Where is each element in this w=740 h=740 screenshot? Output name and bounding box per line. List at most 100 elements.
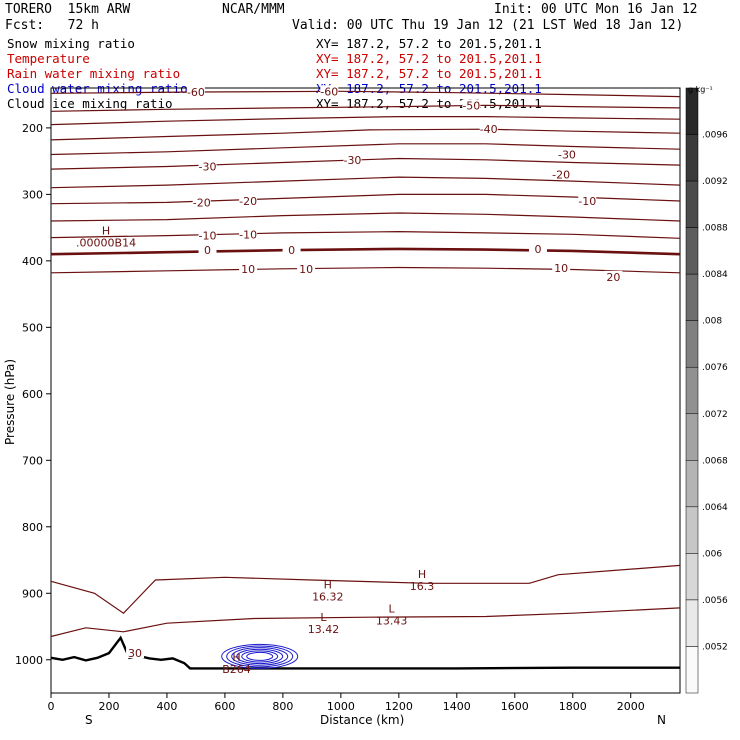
contour-label-bg-10 <box>198 229 217 241</box>
isotherm-3 <box>50 128 681 141</box>
contour-label-bg-18 <box>552 262 571 274</box>
hl-value-2: 16.3 <box>410 580 435 593</box>
isotherm-6 <box>50 176 681 189</box>
contour-label-4: -30 <box>199 160 217 173</box>
contour-label-14: 0 <box>288 244 295 257</box>
hl-value-4: 13.43 <box>376 615 408 628</box>
colorbar-swatch-4 <box>685 273 699 321</box>
contour-label-bg-14 <box>282 244 301 256</box>
cloud-water-ring-1 <box>226 645 294 668</box>
contour-label-bg-16 <box>239 262 258 274</box>
south-label: S <box>85 713 93 727</box>
colorbar-tick-4: .008 <box>702 317 722 327</box>
cloud-water-ring-5 <box>246 651 274 661</box>
y-tick-label-1000: 1000 <box>15 654 43 667</box>
colorbar-swatch-3 <box>685 227 699 275</box>
x-tick-label-1000: 1000 <box>327 700 355 713</box>
field-xy-temperature: XY= 187.2, 57.2 to 201.5,201.1 <box>316 51 542 66</box>
contour-label-0: -60 <box>187 86 205 99</box>
contour-label-bg-19 <box>604 270 623 282</box>
x-tick-label-1400: 1400 <box>443 700 471 713</box>
x-tick-label-400: 400 <box>156 700 177 713</box>
x-tick-label-0: 0 <box>48 700 55 713</box>
colorbar-tick-10: .0056 <box>702 596 728 606</box>
x-tick-label-1200: 1200 <box>385 700 413 713</box>
y-tick-label-400: 400 <box>22 255 43 268</box>
colorbar-tick-11: .0052 <box>702 642 728 652</box>
hl-value-5: B264 <box>222 663 251 676</box>
y-tick-label-500: 500 <box>22 321 43 334</box>
hl-type-5: H <box>232 651 240 664</box>
organization-label: NCAR/MMM <box>222 2 285 17</box>
colorbar-swatch-1 <box>685 134 699 182</box>
hl-value-0: .00000B14 <box>76 236 136 249</box>
contour-label-17: 10 <box>299 263 313 276</box>
contour-label-bg-7 <box>192 196 211 208</box>
isotherm-5 <box>50 157 681 170</box>
contour-label-9: -20 <box>552 168 570 181</box>
isotherm-0 <box>50 90 681 98</box>
x-tick-label-1800: 1800 <box>559 700 587 713</box>
isotherm-7 <box>50 193 681 205</box>
colorbar-swatch-11 <box>685 599 699 647</box>
y-tick-label-600: 600 <box>22 388 43 401</box>
contour-label-2: -50 <box>462 99 480 112</box>
colorbar-tick-8: .0064 <box>702 503 728 513</box>
y-tick-label-800: 800 <box>22 521 43 534</box>
colorbar-swatch-12 <box>685 646 699 694</box>
colorbar-tick-5: .0076 <box>702 363 728 373</box>
field-name-rain: Rain water mixing ratio <box>7 66 181 81</box>
contour-label-bg-0 <box>186 85 205 97</box>
colorbar-tick-1: .0092 <box>702 177 728 187</box>
isotherm-9 <box>50 230 681 239</box>
hl-type-3: L <box>320 611 327 624</box>
y-tick-label-200: 200 <box>22 122 43 135</box>
contour-label-bg-12 <box>578 195 597 207</box>
y-axis-label: Pressure (hPa) <box>3 359 17 445</box>
forecast-hour: Fcst: 72 h <box>5 18 99 33</box>
init-time: Init: 00 UTC Mon 16 Jan 12 <box>494 2 698 17</box>
contour-label-16: 10 <box>241 263 255 276</box>
field-xy-snow: XY= 187.2, 57.2 to 201.5,201.1 <box>316 36 542 51</box>
hl-value-1: 16.32 <box>312 591 344 604</box>
colorbar-swatch-9 <box>685 506 699 554</box>
contour-label-15: 0 <box>534 243 541 256</box>
colorbar-swatch-10 <box>685 553 699 601</box>
colorbar-swatch-5 <box>685 320 699 368</box>
contour-labels: -60 -60-50-40-30-30 -30-20 -20-20-10 -10-100… <box>126 85 623 660</box>
hl-type-1: H <box>324 579 332 592</box>
colorbar-tick-9: .006 <box>702 549 722 559</box>
colorbar-swatch-0 <box>685 87 699 135</box>
colorbar-tick-2: .0088 <box>702 224 728 234</box>
cloud-water-ring-0 <box>221 643 299 669</box>
contour-label-bg-5 <box>343 153 362 165</box>
isotherm-1 <box>50 104 681 112</box>
hl-type-0: H <box>102 224 110 237</box>
contour-label-bg-8 <box>239 195 258 207</box>
y-tick-label-700: 700 <box>22 454 43 467</box>
cloud-water-contours <box>221 643 299 669</box>
contour-label-bg-15 <box>528 242 547 254</box>
plot-frame <box>50 87 681 694</box>
colorbar-tick-6: .0072 <box>702 410 728 420</box>
contour-label-19: 20 <box>606 271 620 284</box>
north-label: N <box>657 713 666 727</box>
temperature-contours <box>50 90 681 638</box>
hl-type-2: H <box>418 568 426 581</box>
x-tick-label-200: 200 <box>98 700 119 713</box>
contour-label-bg-9 <box>552 168 571 180</box>
contour-label-11: -10 <box>239 228 257 241</box>
field-name-temperature: Temperature <box>7 51 90 66</box>
isotherm-10 <box>50 247 681 256</box>
contour-label-5: -30 <box>343 154 361 167</box>
contour-label-bg-1 <box>320 85 339 97</box>
lower-contour-1 <box>50 607 681 638</box>
model-title: TORERO 15km ARW <box>5 2 131 17</box>
contour-label-20: 30 <box>128 647 142 660</box>
contour-label-10: -10 <box>199 230 217 243</box>
colorbar-swatch-2 <box>685 180 699 228</box>
contour-label-18: 10 <box>554 262 568 275</box>
contour-label-6: -30 <box>558 148 576 161</box>
